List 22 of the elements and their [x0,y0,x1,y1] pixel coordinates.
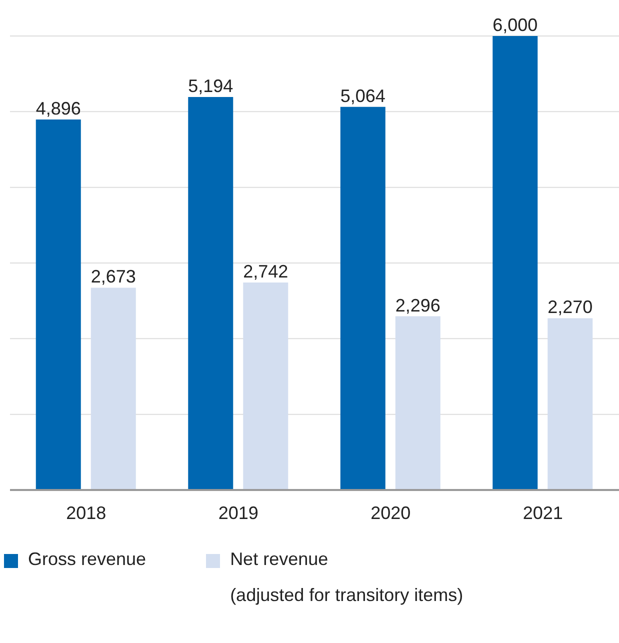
data-label: 5,064 [340,86,386,106]
data-label: 2,296 [395,295,440,316]
bar [36,120,81,490]
bar [90,288,136,490]
data-label: 4,896 [36,98,81,119]
data-label: 5,194 [188,76,234,96]
bar [243,282,288,490]
bar [492,36,538,490]
x-tick-label: 2019 [218,502,258,523]
bar [395,316,440,490]
bar [548,318,593,490]
x-tick-label: 2020 [370,502,411,523]
legend-label: Net revenue (adjusted for transitory items) [230,548,464,607]
data-label: 6,000 [492,15,538,35]
data-label: 2,742 [243,262,288,282]
x-tick-label: 2021 [522,502,563,523]
bar [340,106,386,490]
data-label: 2,270 [548,297,593,318]
x-tick-label: 2018 [66,502,106,523]
legend-label: Gross revenue [28,548,146,571]
data-label: 2,673 [90,266,136,287]
bar [188,96,234,490]
